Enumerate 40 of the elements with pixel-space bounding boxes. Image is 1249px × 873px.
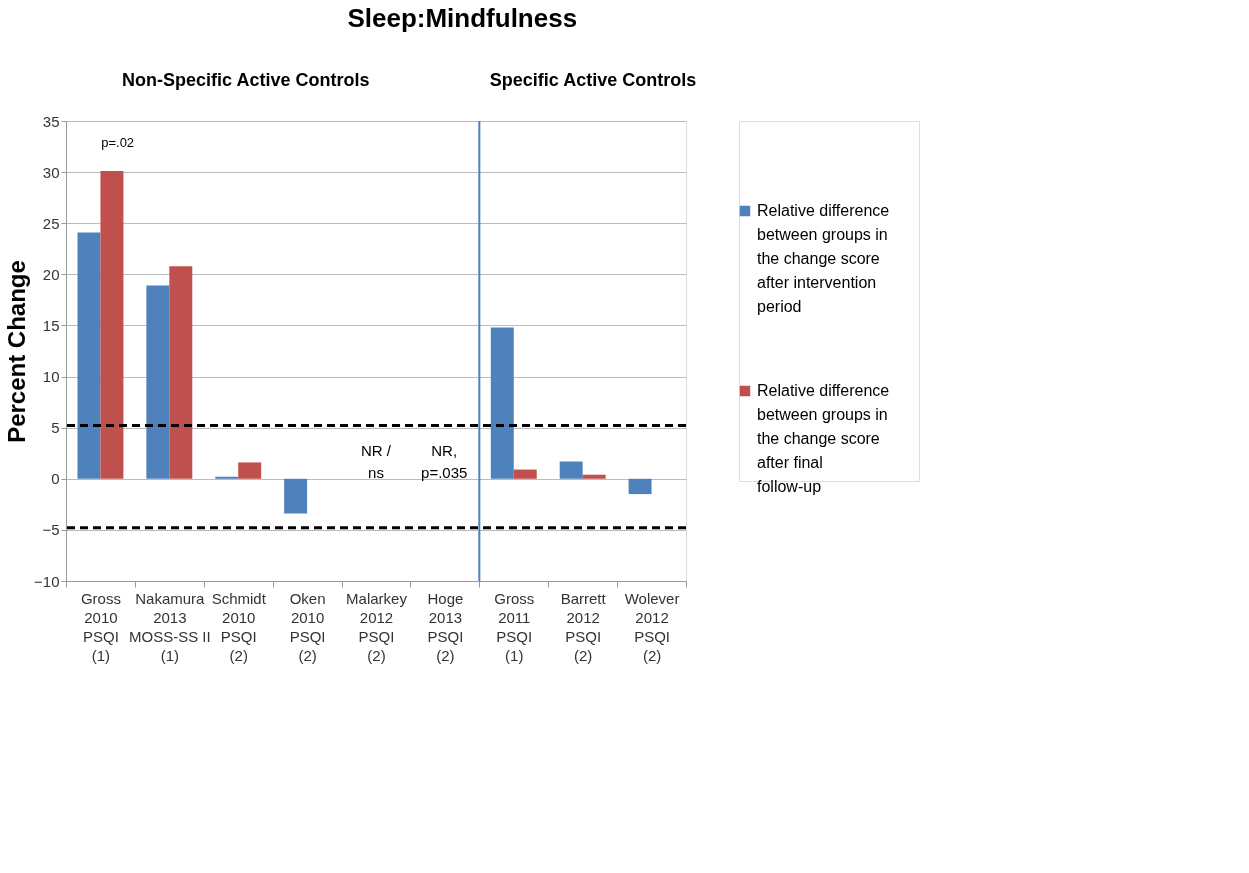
bar xyxy=(513,469,537,479)
x-tick-label: Gross 2011 PSQI (1) xyxy=(494,589,535,664)
y-tick-label: 25 xyxy=(42,214,60,232)
y-axis-title: Percent Change xyxy=(3,260,31,443)
y-tick-label: −5 xyxy=(42,521,60,539)
y-tick-label: 20 xyxy=(42,265,60,283)
legend-label: Relative difference between groups in the change score after final follow-up xyxy=(757,382,890,495)
x-tick-label: Oken 2010 PSQI (2) xyxy=(289,589,326,664)
bar xyxy=(582,474,606,479)
bar xyxy=(238,462,262,479)
bar xyxy=(100,171,124,479)
text: Non-Specific Active Controls xyxy=(122,70,370,90)
x-tick-label: Nakamura 2013 MOSS-SS II (1) xyxy=(128,589,211,664)
y-tick-label: 30 xyxy=(42,163,60,181)
bar xyxy=(559,461,583,479)
annotation: p=.02 xyxy=(101,135,135,150)
y-tick-label: −10 xyxy=(34,572,60,590)
bar xyxy=(146,285,170,479)
y-tick-label: 5 xyxy=(51,419,60,437)
bar xyxy=(77,232,101,479)
text: Specific Active Controls xyxy=(489,70,697,90)
annotation: NR, p=.035 xyxy=(421,442,468,481)
y-tick-label: 10 xyxy=(42,368,60,386)
x-tick-label: Gross 2010 PSQI (1) xyxy=(80,589,121,664)
y-tick-label: 15 xyxy=(42,316,60,334)
annotation: NR / ns xyxy=(361,442,392,481)
y-tick-label: 35 xyxy=(42,112,60,130)
legend-label: Relative difference between groups in the change score after intervention period xyxy=(757,202,890,315)
x-tick-label: Hoge 2013 PSQI (2) xyxy=(427,589,464,664)
y-tick-label: 0 xyxy=(51,470,60,488)
bar xyxy=(284,478,308,514)
bar xyxy=(215,476,239,479)
x-tick-label: Malarkey 2012 PSQI (2) xyxy=(346,589,408,664)
x-tick-label: Wolever 2012 PSQI (2) xyxy=(624,589,680,664)
bar xyxy=(490,327,514,479)
x-tick-label: Barrett 2012 PSQI (2) xyxy=(560,589,607,664)
x-tick-label: Schmidt 2010 PSQI (2) xyxy=(211,589,267,664)
chart-title: Sleep:Mindfulness xyxy=(347,2,578,33)
bar xyxy=(169,266,193,479)
bar xyxy=(628,478,652,495)
